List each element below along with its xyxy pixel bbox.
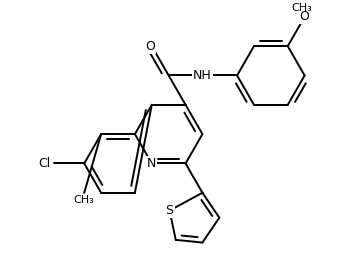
Text: S: S: [166, 204, 174, 217]
Text: N: N: [147, 157, 157, 170]
Text: Cl: Cl: [38, 157, 50, 170]
Text: CH₃: CH₃: [291, 3, 312, 13]
Text: CH₃: CH₃: [74, 194, 95, 204]
Text: NH: NH: [193, 69, 212, 82]
Text: O: O: [145, 40, 155, 53]
Text: O: O: [300, 10, 310, 23]
